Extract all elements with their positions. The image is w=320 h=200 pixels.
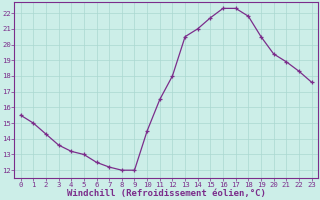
X-axis label: Windchill (Refroidissement éolien,°C): Windchill (Refroidissement éolien,°C) (67, 189, 266, 198)
